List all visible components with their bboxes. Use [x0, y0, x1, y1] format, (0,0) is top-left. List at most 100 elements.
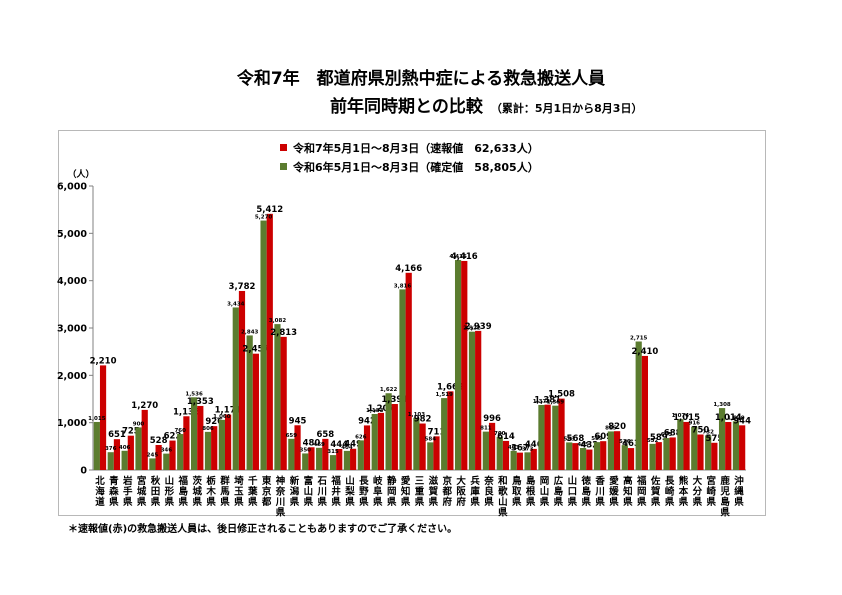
data-label-current: 5,412: [256, 205, 283, 215]
legend-label-current: 令和7年5月1日～8月3日（速報値 62,633人）: [293, 141, 539, 155]
bar-current: [405, 272, 412, 470]
x-tick-label: 長崎県: [665, 476, 675, 508]
data-label-previous: 1,308: [713, 402, 731, 408]
bar-previous: [496, 436, 503, 470]
bar-current: [488, 422, 496, 470]
bar-current: [419, 423, 426, 470]
bar-current: [627, 448, 635, 470]
bar-current: [363, 425, 371, 470]
data-label-current: 725: [122, 427, 140, 437]
bar-current: [530, 448, 537, 470]
bar-current: [586, 449, 593, 470]
data-label-previous: 675: [661, 432, 673, 438]
bar-previous: [163, 453, 170, 470]
data-label-current: 609: [594, 432, 612, 442]
data-label-current: 2,939: [465, 322, 492, 332]
bar-previous: [482, 431, 489, 470]
data-label-current: 480: [303, 438, 321, 448]
data-label-current: 750: [692, 426, 710, 436]
data-label-current: 3,782: [229, 282, 256, 292]
data-label-previous: 1,373: [533, 399, 551, 405]
data-label-current: 926: [205, 417, 223, 427]
data-label-previous: 406: [119, 445, 131, 451]
data-label-current: 2,457: [242, 345, 269, 355]
x-tick-label: 青森県: [109, 475, 119, 508]
data-label-previous: 245: [147, 452, 159, 458]
bar-current: [461, 260, 468, 470]
bar-current: [336, 448, 343, 470]
bar-current: [641, 355, 648, 470]
data-label-previous: 469: [313, 442, 325, 448]
data-label-previous: 526: [619, 439, 631, 445]
x-tick-label: 山口県: [568, 475, 578, 508]
chart-title: 令和7年 都道府県別熱中症による救急搬送人員: [236, 69, 606, 89]
data-label-current: 1,171: [215, 406, 242, 416]
bar-previous: [705, 435, 712, 470]
bar-current: [169, 440, 176, 470]
bar-previous: [218, 419, 225, 470]
bar-previous: [413, 417, 420, 470]
bar-previous: [260, 220, 267, 470]
x-tick-label: 鳥取県: [512, 475, 522, 508]
data-label-previous: 3,816: [394, 283, 412, 289]
data-label-current: 1,508: [548, 390, 575, 400]
data-label-current: 1,270: [131, 401, 158, 411]
bar-previous: [246, 335, 253, 470]
x-tick-label: 佐賀県: [650, 475, 661, 508]
chart-title-comparison: 前年同時期との比較: [330, 97, 483, 117]
x-tick-label: 福岡県: [636, 475, 647, 508]
data-label-previous: 659: [286, 433, 298, 439]
x-tick-label: 埼玉県: [234, 475, 244, 508]
data-label-previous: 583: [563, 436, 575, 442]
data-label-current: 945: [289, 416, 307, 426]
x-tick-label: 静岡県: [387, 475, 397, 508]
data-label-current: 446: [525, 440, 543, 450]
bar-current: [447, 391, 454, 470]
bar-previous: [524, 452, 531, 470]
bar-current: [669, 437, 676, 470]
data-label-previous: 373: [522, 446, 534, 452]
data-label-current: 1,662: [437, 382, 464, 392]
x-tick-label: 茨城県: [192, 475, 202, 508]
bar-current: [614, 431, 621, 470]
bar-previous: [691, 426, 698, 470]
bar-current: [308, 447, 315, 470]
bar-previous: [732, 421, 740, 470]
legend-item-previous: 令和6年5月1日～8月3日（確定値 58,805人）: [280, 157, 539, 176]
bar-current: [544, 404, 551, 470]
bar-previous: [357, 440, 364, 470]
x-tick-label: 山梨県: [344, 475, 355, 508]
data-label-current: 944: [733, 416, 751, 426]
bar-previous: [135, 427, 142, 470]
bar-current: [572, 443, 579, 470]
data-label-current: 4,166: [395, 264, 422, 274]
x-tick-label: 滋賀県: [428, 475, 439, 508]
data-label-previous: 2,715: [630, 335, 648, 341]
bar-current: [238, 290, 246, 470]
bar-previous: [635, 341, 642, 470]
bar-previous: [371, 414, 378, 470]
legend-swatch-current: [280, 144, 287, 151]
data-label-current: 568: [567, 434, 585, 444]
data-label-previous: 700: [494, 431, 506, 437]
x-tick-label: 福井県: [330, 475, 341, 508]
bar-current: [558, 398, 565, 470]
y-tick-label: 0: [80, 466, 87, 477]
data-label-previous: 3,434: [227, 301, 245, 307]
bar-current: [516, 452, 523, 470]
x-tick-label: 広島県: [554, 475, 564, 508]
data-label-current: 432: [580, 441, 598, 451]
data-label-current: 463: [622, 439, 640, 449]
chart-panel: [58, 130, 766, 516]
legend-item-current: 令和7年5月1日～8月3日（速報値 62,633人）: [280, 138, 539, 157]
x-tick-label: 岐阜県: [373, 475, 383, 508]
data-label-current: 1,353: [187, 397, 214, 407]
bar-current: [183, 416, 190, 470]
bar-previous: [288, 438, 295, 470]
bar-previous: [718, 408, 726, 470]
x-tick-label: 熊本県: [679, 475, 689, 508]
x-tick-label: 三重県: [415, 476, 425, 508]
data-label-previous: 916: [689, 421, 701, 427]
data-label-previous: 626: [355, 434, 367, 440]
data-label-previous: 1,103: [408, 412, 426, 418]
